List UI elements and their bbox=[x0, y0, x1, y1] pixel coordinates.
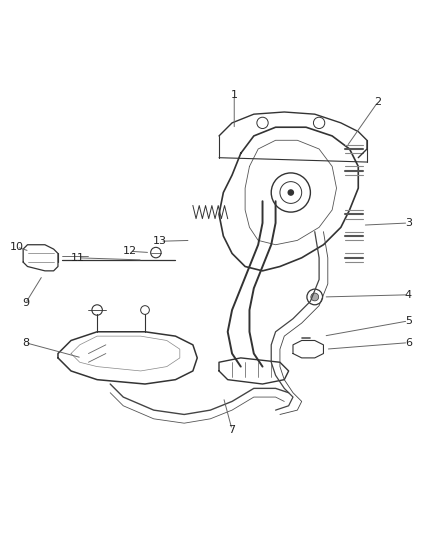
Circle shape bbox=[288, 190, 293, 195]
Text: 12: 12 bbox=[123, 246, 137, 256]
Text: 1: 1 bbox=[231, 90, 238, 100]
Text: 2: 2 bbox=[374, 97, 381, 107]
Text: 4: 4 bbox=[405, 290, 412, 300]
Text: 11: 11 bbox=[71, 253, 85, 263]
Circle shape bbox=[311, 293, 319, 301]
Text: 8: 8 bbox=[22, 338, 29, 348]
Text: 13: 13 bbox=[153, 236, 167, 246]
Text: 7: 7 bbox=[229, 425, 236, 435]
Text: 3: 3 bbox=[405, 218, 412, 228]
Text: 6: 6 bbox=[405, 338, 412, 348]
Text: 9: 9 bbox=[22, 298, 29, 309]
Text: 5: 5 bbox=[405, 316, 412, 326]
Text: 10: 10 bbox=[10, 242, 24, 252]
